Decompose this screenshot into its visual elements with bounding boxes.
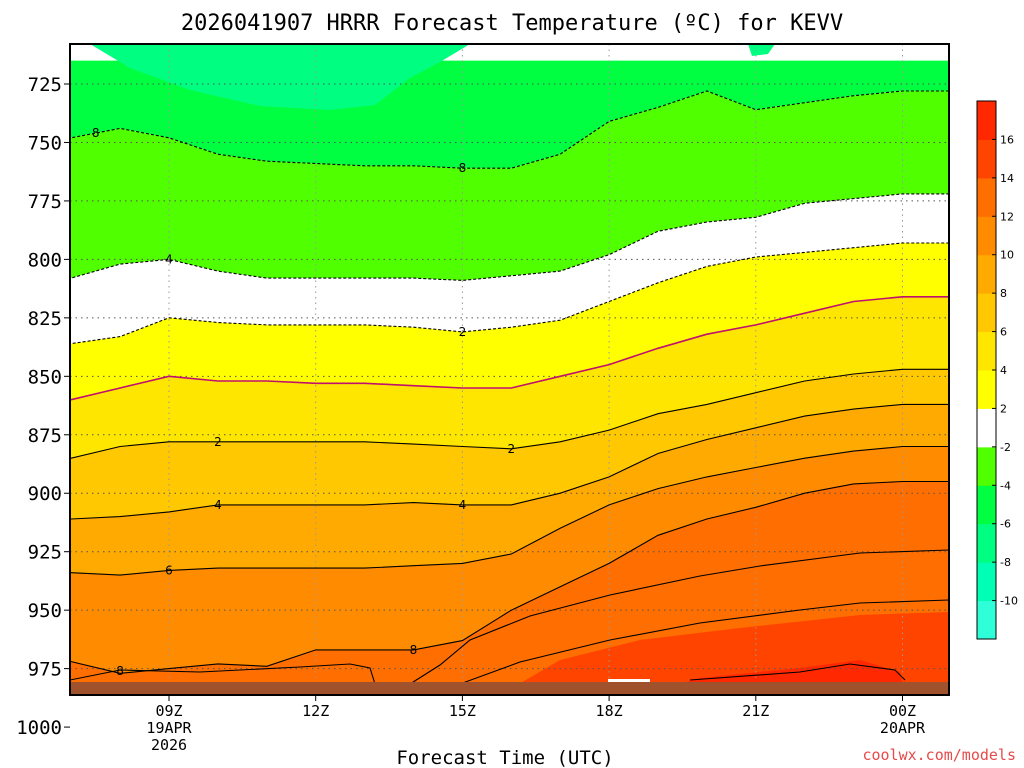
isotherm-label: 8 [410,643,418,657]
colorbar-swatch [977,331,996,371]
colorbar-tick-label: 4 [1000,364,1007,377]
x-axis-label: Forecast Time (UTC) [396,747,613,768]
isotherm-surface [70,663,376,685]
isotherm-pos0 [70,296,949,401]
colorbar-tick-label: 14 [1000,172,1014,185]
x-tick-label: 19APR [146,719,192,737]
isotherm-label: 4 [214,498,222,512]
colorbar-tick-label: 8 [1000,287,1007,300]
y-tick-label: 850 [28,366,62,388]
colorbar-swatch [977,216,996,256]
colorbar-swatch [977,408,996,448]
isotherm-10 [409,549,949,685]
isotherm-label: 2 [459,325,467,339]
isotherm-label: 4 [165,252,173,266]
x-tick-label: 09Z [155,702,182,720]
colorbar: -10 -8 -6 -4 -2 2 4 6 8 10 12 14 16 [976,100,1018,640]
isotherm-label: 8 [459,161,467,175]
credit-text: coolwx.com/models [862,746,1016,764]
colorbar-tick-label: -10 [1000,595,1018,608]
colorbar-tick-label: -6 [1000,518,1011,531]
isotherm-pos6 [70,445,949,576]
colorbar-swatch [977,293,996,333]
temperature-fill [70,44,949,695]
x-tick-label: 20APR [880,719,926,737]
isotherm-pos4 [70,403,949,520]
isotherm-labels: 8 8 4 2 2 2 4 4 6 8 8 [92,126,515,678]
y-tick-label: 750 [28,132,62,154]
isotherm-pos2 [70,368,949,459]
colorbar-tick-label: 10 [1000,249,1014,262]
colorbar-tick-label: 12 [1000,210,1014,223]
isotherm-label: 4 [459,498,467,512]
colorbar-swatch [977,370,996,409]
colorbar-tick-label: -4 [1000,479,1011,492]
chart-title: 2026041907 HRRR Forecast Temperature (ºC… [181,11,843,36]
x-tick-label: 00Z [889,702,916,720]
colorbar-swatch [977,177,996,217]
y-tick-label: 775 [28,191,62,213]
colorbar-tick-label: 16 [1000,133,1014,146]
plot-frame [69,43,950,696]
temperature-band [70,91,949,281]
colorbar-swatch [977,562,996,602]
colorbar-swatch [977,485,996,525]
y-tick-label: 800 [28,249,62,271]
isotherm-neg8 [70,90,949,169]
isotherm-label: 2 [507,442,515,456]
colorbar-tick-label: 2 [1000,402,1007,415]
isotherm-label: 8 [92,126,100,140]
cold-pocket [90,44,470,110]
y-tick-label: 975 [28,659,62,681]
x-tick-label: 21Z [742,702,769,720]
ground [70,679,949,695]
temperature-band [70,243,949,400]
grid [70,44,949,695]
temperature-band [70,296,949,459]
colorbar-tick-label: -8 [1000,556,1011,569]
ground-bar [70,682,949,695]
isotherm-lines [70,90,949,685]
temperature-band [70,369,949,519]
y-tick-label: 825 [28,308,62,330]
colorbar-swatch [977,600,996,640]
cold-pocket [748,44,775,56]
isotherm-12 [459,599,949,685]
temperature-band [70,193,949,344]
colorbar-swatch [977,523,996,563]
y-axis: 725 750 775 800 825 850 875 900 925 950 975 1000 [16,74,70,739]
y-tick-label: 1000 [16,717,62,739]
y-tick-label: 725 [28,74,62,96]
isotherm-label: 8 [116,664,124,678]
colorbar-tick-label: 6 [1000,326,1007,339]
isotherm-neg2 [70,242,949,345]
temperature-band [70,404,949,576]
x-tick-label: 2026 [151,736,187,754]
isotherm-neg4 [70,193,949,281]
colorbar-swatch [977,446,996,486]
isotherm-label: 6 [165,563,173,577]
x-tick-label: 18Z [596,702,623,720]
y-tick-label: 950 [28,600,62,622]
y-tick-label: 875 [28,425,62,447]
colorbar-swatch [977,254,996,294]
ground-gap [608,679,650,682]
colorbar-swatch [977,139,996,179]
y-tick-label: 925 [28,542,62,564]
colorbar-swatch [977,101,996,140]
colorbar-tick-label: -2 [1000,441,1011,454]
y-tick-label: 900 [28,483,62,505]
x-tick-label: 15Z [449,702,476,720]
isotherm-label: 2 [214,435,222,449]
isotherm-14 [689,663,906,681]
x-tick-label: 12Z [302,702,329,720]
temperature-band [70,446,949,674]
